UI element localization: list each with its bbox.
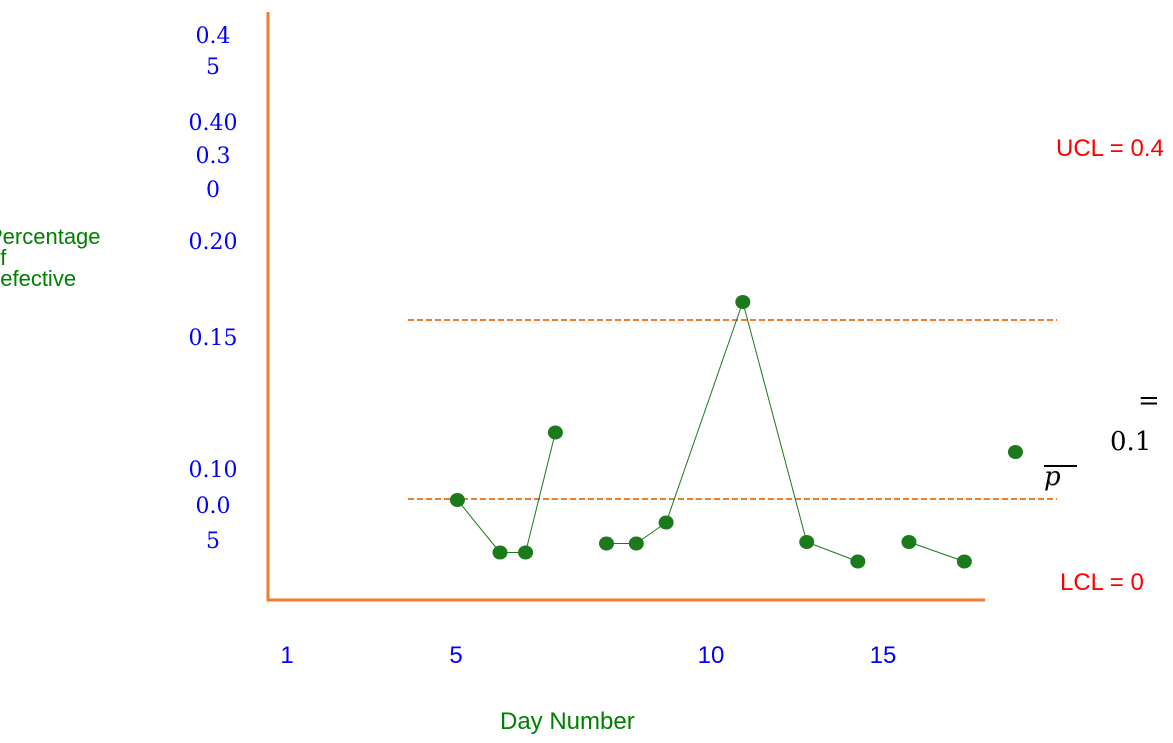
data-point — [628, 536, 644, 551]
data-point — [449, 493, 465, 507]
data-point — [956, 554, 972, 569]
ucl-label: UCL = 0.4 — [1056, 135, 1164, 162]
data-point — [547, 425, 563, 440]
control-lines — [408, 319, 1057, 500]
center-line-value: 0.1 — [1110, 427, 1152, 457]
y-tick-label: 0.10 — [188, 458, 238, 483]
data-point — [492, 545, 508, 560]
x-tick-label: 5 — [449, 642, 463, 669]
y-axis-label-line: defective — [0, 266, 77, 291]
x-axis-label: Day Number — [500, 708, 635, 735]
y-tick-label: 0.4 — [195, 24, 231, 49]
x-tick-label: 1 — [280, 642, 294, 669]
p-bar-overline — [1044, 465, 1077, 467]
series-segment — [457, 499, 501, 553]
data-point — [850, 554, 866, 569]
series-segment — [665, 301, 744, 523]
data-point — [735, 295, 751, 309]
series-segment — [806, 541, 859, 562]
series-segment — [525, 432, 556, 553]
x-tick-label: 15 — [869, 642, 897, 669]
y-tick-label: 0 — [206, 178, 220, 203]
y-tick-label: 0.15 — [188, 326, 238, 351]
y-axis-label-line: of — [0, 245, 7, 270]
series-segment — [908, 541, 965, 562]
y-tick-label: 0.0 — [195, 494, 231, 519]
data-point — [901, 535, 917, 549]
y-tick-label: 0.3 — [195, 144, 231, 169]
y-axis-label-line: Percentage — [0, 224, 101, 249]
axes — [266, 12, 985, 602]
center-line-eq: = — [1138, 386, 1160, 416]
center-line-symbol: p — [1044, 462, 1061, 492]
data-point — [658, 515, 674, 530]
data-point — [1007, 445, 1023, 459]
y-axis-label: Percentage of defective — [0, 224, 101, 291]
series-lines — [457, 301, 965, 562]
series-points — [449, 295, 1023, 569]
y-tick-label: 0.40 — [188, 111, 238, 136]
data-point — [799, 535, 815, 549]
series-segment — [742, 301, 808, 543]
data-point — [599, 536, 614, 551]
x-tick-label: 10 — [697, 642, 725, 669]
y-tick-label: 0.20 — [188, 230, 238, 255]
data-point — [518, 545, 534, 560]
y-tick-label: 5 — [206, 529, 220, 554]
lcl-label: LCL = 0 — [1060, 569, 1144, 596]
y-tick-label: 5 — [206, 55, 220, 80]
